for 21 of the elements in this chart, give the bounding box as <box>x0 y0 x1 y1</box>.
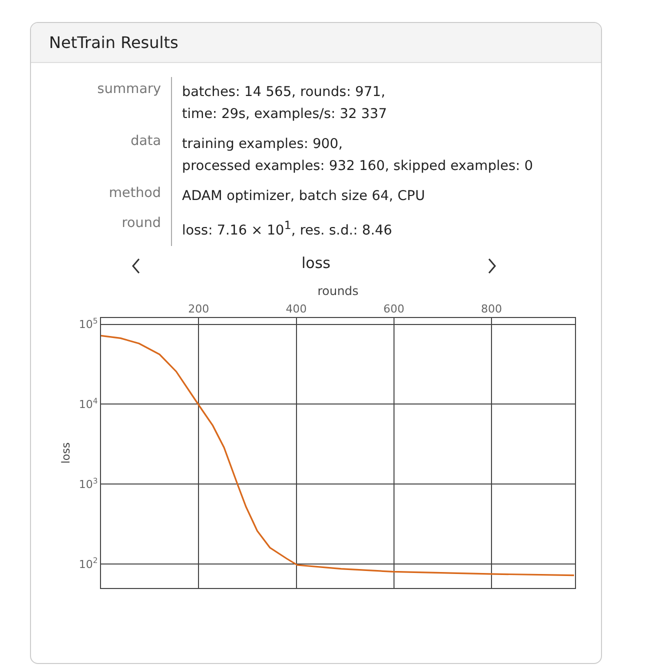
text: training examples: 900, processed examples: 932 160, skipped examples: 0 <box>181 135 534 176</box>
y-axis-title: loss <box>60 442 73 464</box>
chart-title: loss <box>300 254 332 272</box>
text: ADAM optimizer, batch size 64, CPU <box>181 187 426 206</box>
category-label: summary <box>51 77 172 129</box>
y-tick-label: 10$^{3}$ <box>78 476 98 490</box>
x-tick-label: 800 <box>481 302 502 316</box>
x-tick-label: 400 <box>286 302 307 316</box>
x-axis-title: rounds <box>317 283 359 298</box>
category-label: method <box>51 181 172 211</box>
y-tick-label: 10$^{5}$ <box>78 316 98 331</box>
text: NetTrain Results <box>31 23 601 63</box>
x-tick-label: 600 <box>383 302 404 316</box>
text: batches: 14 565, rounds: 971, time: 29s, examples/s: 32 337 <box>181 83 388 124</box>
text: loss: 7.16 × 10$^{1}$, res. s.d.: 8.46 <box>181 218 394 240</box>
y-tick-label: 10$^{2}$ <box>78 556 98 570</box>
line-series <box>101 334 575 576</box>
category-label: data <box>51 129 172 181</box>
y-tick-label: 10$^{4}$ <box>78 396 98 411</box>
category-label: round <box>51 211 172 246</box>
x-tick-label: 200 <box>188 302 210 316</box>
